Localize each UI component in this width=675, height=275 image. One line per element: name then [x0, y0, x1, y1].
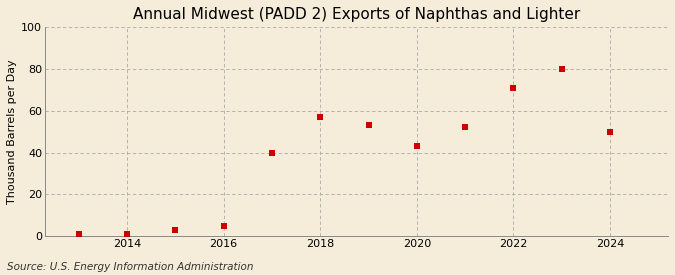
Point	[508, 86, 519, 90]
Point	[605, 130, 616, 134]
Point	[556, 67, 567, 71]
Point	[218, 223, 229, 228]
Point	[267, 150, 277, 155]
Point	[460, 125, 470, 130]
Point	[315, 115, 325, 119]
Text: Source: U.S. Energy Information Administration: Source: U.S. Energy Information Administ…	[7, 262, 253, 272]
Point	[412, 144, 423, 148]
Point	[122, 232, 132, 236]
Point	[363, 123, 374, 128]
Y-axis label: Thousand Barrels per Day: Thousand Barrels per Day	[7, 59, 17, 204]
Point	[170, 228, 181, 232]
Title: Annual Midwest (PADD 2) Exports of Naphthas and Lighter: Annual Midwest (PADD 2) Exports of Napht…	[133, 7, 580, 22]
Point	[74, 232, 84, 236]
